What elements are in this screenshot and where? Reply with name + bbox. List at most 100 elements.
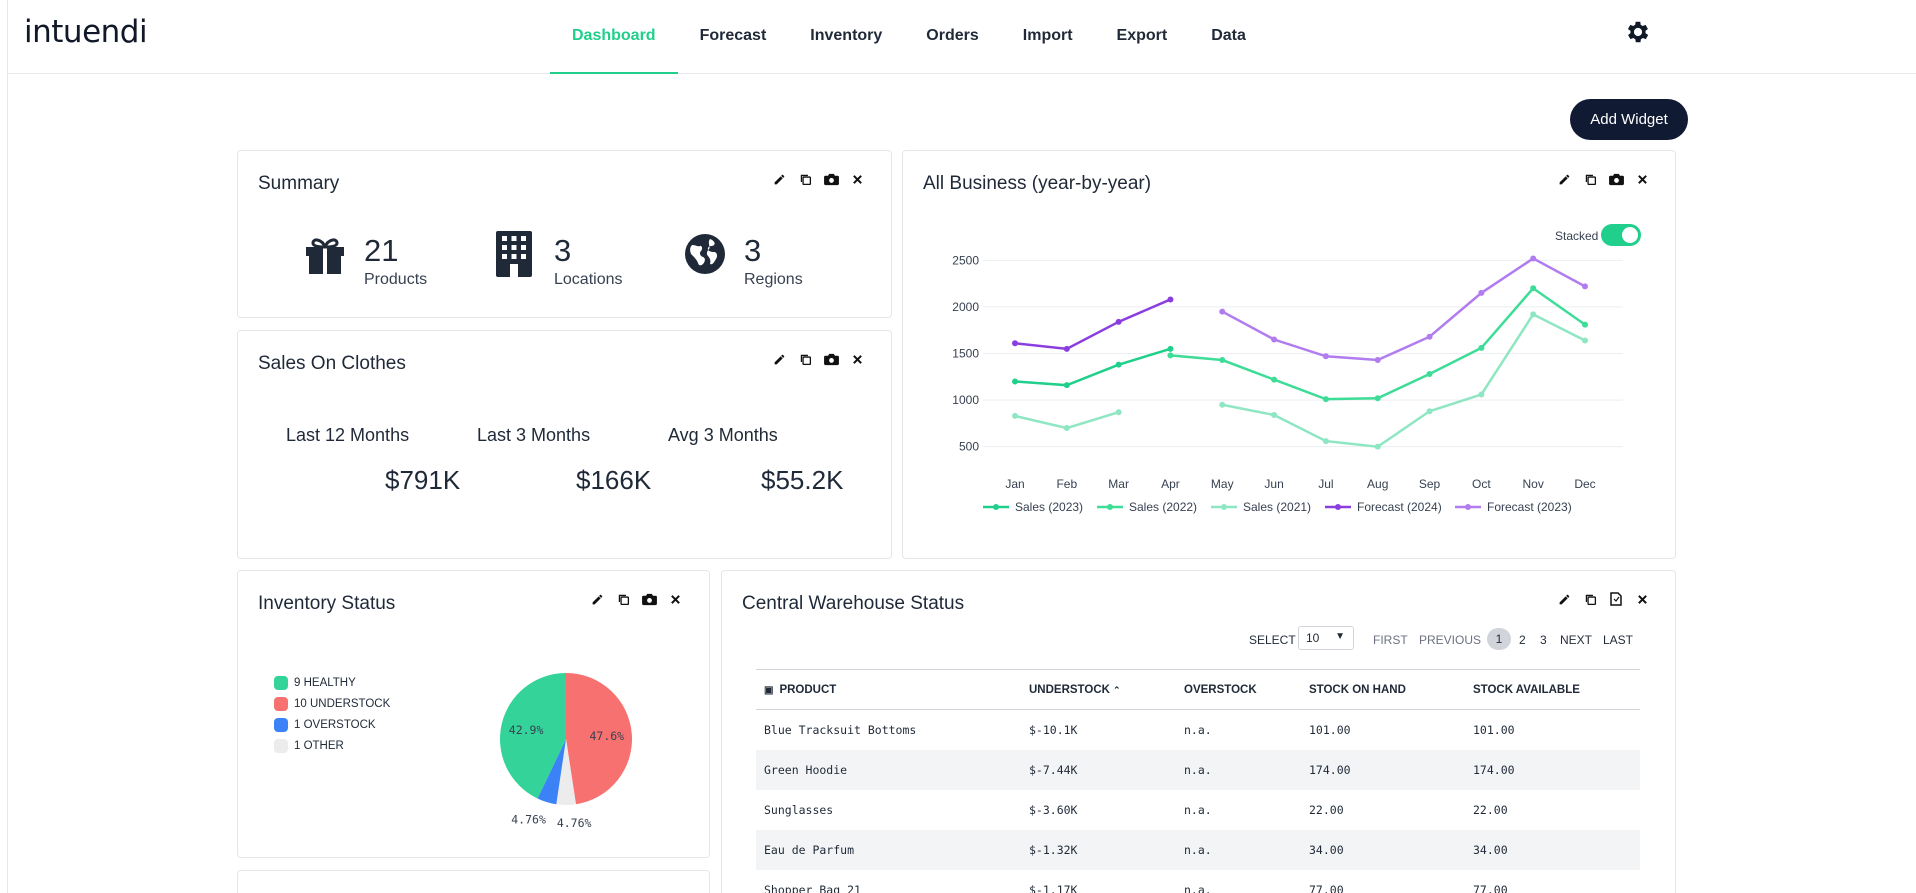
legend-swatch xyxy=(274,739,288,753)
data-point xyxy=(1322,353,1329,360)
legend-overstock[interactable]: 1 OVERSTOCK xyxy=(274,718,376,732)
table-row[interactable]: Shopper Bag 21 $-1.17K n.a. 77.00 77.00 xyxy=(756,870,1640,893)
table-row[interactable]: Sunglasses $-3.60K n.a. 22.00 22.00 xyxy=(756,790,1640,830)
data-point xyxy=(1167,296,1174,303)
nav-item-inventory[interactable]: Inventory xyxy=(810,27,883,44)
cell-stock-on-hand: 101.00 xyxy=(1309,722,1351,737)
warehouse-title: Central Warehouse Status xyxy=(742,593,965,614)
cell-overstock: n.a. xyxy=(1176,749,1301,790)
building-icon xyxy=(496,231,532,277)
export-file-icon[interactable] xyxy=(1608,591,1624,607)
box-icon: ▣ xyxy=(764,684,774,696)
camera-icon[interactable] xyxy=(823,171,839,187)
nav-item-import[interactable]: Import xyxy=(1022,27,1073,44)
edit-icon[interactable] xyxy=(1556,591,1572,607)
cell-understock: $-3.60K xyxy=(1029,802,1078,817)
x-tick-label: Sep xyxy=(1419,477,1441,491)
nav-item-data[interactable]: Data xyxy=(1211,27,1246,44)
pager-previous[interactable]: PREVIOUS xyxy=(1419,633,1482,647)
edit-icon[interactable] xyxy=(771,351,787,367)
copy-icon[interactable] xyxy=(797,171,813,187)
pager-next[interactable]: NEXT xyxy=(1560,633,1593,647)
close-icon[interactable] xyxy=(1634,171,1650,187)
data-point xyxy=(1115,409,1122,416)
legend-marker xyxy=(1221,504,1227,510)
data-point xyxy=(1530,255,1537,262)
col-stock-available[interactable]: STOCK AVAILABLE xyxy=(1465,669,1640,710)
table-row[interactable]: Green Hoodie $-7.44K n.a. 174.00 174.00 xyxy=(756,749,1640,790)
add-widget-button[interactable]: Add Widget xyxy=(1570,99,1688,140)
table-row[interactable]: Eau de Parfum $-1.32K n.a. 34.00 34.00 xyxy=(756,829,1640,870)
pager-last[interactable]: LAST xyxy=(1603,633,1634,647)
legend-swatch xyxy=(274,697,288,711)
pager-page-1[interactable]: 1 xyxy=(1487,628,1511,650)
legend-understock[interactable]: 10 UNDERSTOCK xyxy=(274,697,390,711)
col-overstock[interactable]: OVERSTOCK xyxy=(1176,669,1301,710)
pager-page-2[interactable]: 2 xyxy=(1519,633,1526,647)
pie-slice xyxy=(556,739,576,805)
y-tick-label: 2500 xyxy=(952,253,979,267)
data-point xyxy=(1582,337,1588,344)
col-product[interactable]: ▣ PRODUCT xyxy=(756,669,1021,710)
copy-icon[interactable] xyxy=(797,351,813,367)
summary-card: Summary 21 Products 3 Locations xyxy=(237,150,892,318)
business-chart-card: All Business (year-by-year) Stacked 500 1… xyxy=(902,150,1676,559)
camera-icon[interactable] xyxy=(641,591,657,607)
legend-label: 1 OVERSTOCK xyxy=(294,719,376,731)
series-line xyxy=(1170,286,1586,401)
series-line xyxy=(1221,256,1586,362)
legend-healthy[interactable]: 9 HEALTHY xyxy=(274,676,356,690)
app-logo[interactable]: intuendi xyxy=(24,14,148,50)
camera-icon[interactable] xyxy=(1608,171,1624,187)
main-nav: Dashboard Forecast Inventory Orders Impo… xyxy=(550,0,1268,74)
legend-marker xyxy=(1335,504,1341,510)
business-line-chart: 500 1000 1500 2000 2500 Jan Feb Mar Apr May Jun Jul… xyxy=(952,253,1623,514)
stacked-toggle[interactable] xyxy=(1601,224,1641,246)
stat-regions-value: 3 xyxy=(744,233,762,268)
edit-icon[interactable] xyxy=(1556,171,1572,187)
edit-icon[interactable] xyxy=(771,171,787,187)
inventory-pie-chart: 47.6% 4.76% 4.76% 42.9% xyxy=(500,673,632,830)
sales-title: Sales On Clothes xyxy=(258,353,406,374)
nav-item-orders[interactable]: Orders xyxy=(926,27,979,44)
legend-marker xyxy=(993,504,999,510)
page-size-select[interactable]: 10 ▼ xyxy=(1298,626,1354,650)
pager-first[interactable]: FIRST xyxy=(1373,633,1408,647)
gear-icon[interactable] xyxy=(1624,18,1652,46)
nav-item-dashboard[interactable]: Dashboard xyxy=(550,0,678,74)
warehouse-table: ▣ PRODUCT UNDERSTOCK ⌃ OVERSTOCK STOCK ON … xyxy=(756,669,1640,893)
x-tick-label: Oct xyxy=(1472,477,1491,491)
page-left-border xyxy=(7,0,8,893)
table-row[interactable]: Blue Tracksuit Bottoms $-10.1K n.a. 101.… xyxy=(756,710,1640,750)
data-point xyxy=(1012,340,1018,347)
edit-icon[interactable] xyxy=(589,591,605,607)
nav-item-forecast[interactable]: Forecast xyxy=(699,27,767,44)
copy-icon[interactable] xyxy=(1582,171,1598,187)
series-line xyxy=(1014,298,1171,351)
copy-icon[interactable] xyxy=(615,591,631,607)
pager-page-3[interactable]: 3 xyxy=(1540,633,1547,647)
close-icon[interactable] xyxy=(1634,591,1650,607)
legend-other[interactable]: 1 OTHER xyxy=(274,739,344,753)
copy-icon[interactable] xyxy=(1582,591,1598,607)
close-icon[interactable] xyxy=(849,351,865,367)
col-stock-on-hand[interactable]: STOCK ON HAND xyxy=(1301,669,1465,710)
nav-item-export[interactable]: Export xyxy=(1116,27,1168,44)
col-understock[interactable]: UNDERSTOCK ⌃ xyxy=(1021,669,1176,710)
data-point xyxy=(1374,357,1381,364)
inventory-card: Inventory Status 9 HEALTHY 10 UNDERSTOCK… xyxy=(237,570,710,858)
camera-icon[interactable] xyxy=(823,351,839,367)
cell-product: Green Hoodie xyxy=(756,749,1021,790)
data-point xyxy=(1115,318,1122,325)
close-icon[interactable] xyxy=(849,171,865,187)
x-tick-label: Nov xyxy=(1523,477,1544,491)
cell-overstock: n.a. xyxy=(1184,802,1212,817)
warehouse-card: Central Warehouse Status SELECT 10 ▼ FIRS… xyxy=(721,570,1676,893)
close-icon[interactable] xyxy=(667,591,683,607)
data-point xyxy=(1530,311,1537,318)
pie-label: 4.76% xyxy=(557,816,592,830)
stat-locations-label: Locations xyxy=(554,271,623,288)
data-point xyxy=(1426,333,1433,340)
data-point xyxy=(1167,352,1174,359)
cell-product: Shopper Bag 21 xyxy=(764,882,861,893)
